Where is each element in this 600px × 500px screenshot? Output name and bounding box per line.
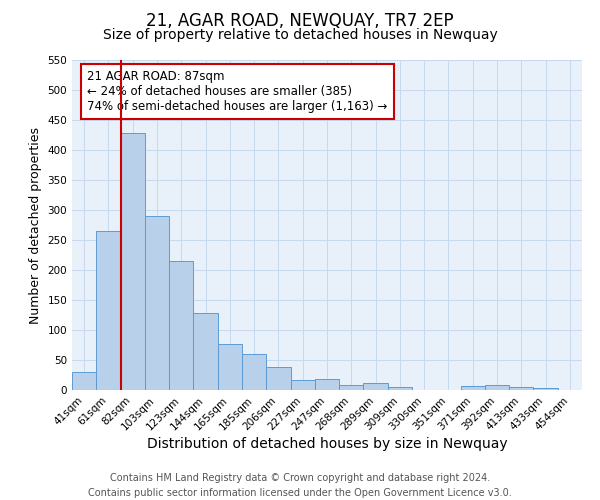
Bar (242, 354, 266, 390)
Text: 21, AGAR ROAD, NEWQUAY, TR7 2EP: 21, AGAR ROAD, NEWQUAY, TR7 2EP (146, 12, 454, 30)
Bar (533, 388, 558, 390)
X-axis label: Distribution of detached houses by size in Newquay: Distribution of detached houses by size … (146, 438, 508, 452)
Bar (364, 383, 388, 390)
Bar (339, 384, 364, 390)
Bar (96, 231, 121, 390)
Bar (461, 386, 485, 390)
Bar (145, 216, 169, 390)
Bar (388, 387, 412, 390)
Text: Contains HM Land Registry data © Crown copyright and database right 2024.
Contai: Contains HM Land Registry data © Crown c… (88, 472, 512, 498)
Y-axis label: Number of detached properties: Number of detached properties (29, 126, 42, 324)
Bar (290, 380, 315, 390)
Text: 21 AGAR ROAD: 87sqm
← 24% of detached houses are smaller (385)
74% of semi-detac: 21 AGAR ROAD: 87sqm ← 24% of detached ho… (88, 70, 388, 113)
Bar (193, 313, 218, 390)
Bar (169, 261, 193, 390)
Bar (315, 378, 339, 390)
Text: Size of property relative to detached houses in Newquay: Size of property relative to detached ho… (103, 28, 497, 42)
Bar (72, 372, 96, 390)
Bar (485, 385, 509, 390)
Bar (266, 366, 290, 390)
Bar (509, 387, 533, 390)
Bar (121, 133, 145, 390)
Bar (218, 344, 242, 390)
